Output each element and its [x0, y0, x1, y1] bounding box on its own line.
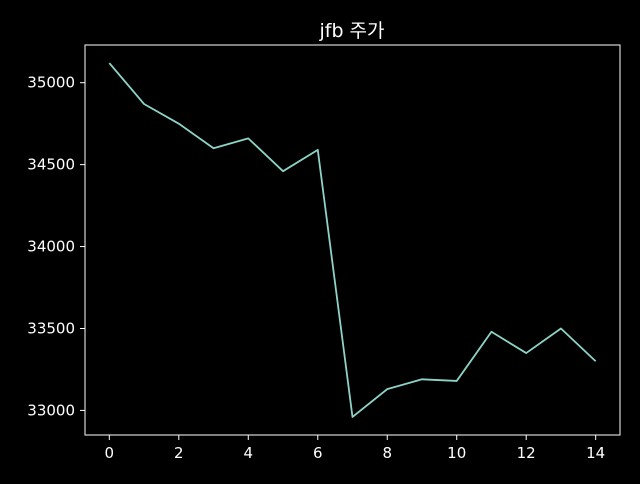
x-tick-label: 12 — [517, 444, 536, 462]
x-tick-label: 4 — [244, 444, 254, 462]
y-tick-label: 34000 — [27, 238, 75, 256]
x-tick-label: 2 — [174, 444, 184, 462]
y-tick-label: 33000 — [27, 401, 75, 419]
y-tick-label: 35000 — [27, 74, 75, 92]
x-tick-label: 6 — [313, 444, 323, 462]
axes-frame — [84, 44, 621, 436]
x-axis: 0 2 4 6 8 10 12 14 — [105, 435, 605, 462]
x-tick-label: 10 — [447, 444, 466, 462]
x-tick-label: 8 — [382, 444, 392, 462]
y-axis: 33000 33500 34000 34500 35000 — [27, 74, 85, 419]
y-tick-label: 33500 — [27, 319, 75, 337]
x-tick-label: 14 — [586, 444, 605, 462]
plot-area — [108, 62, 597, 418]
x-tick-label: 0 — [105, 444, 115, 462]
series-line — [108, 62, 597, 418]
y-tick-label: 34500 — [27, 156, 75, 174]
chart-title: jfb 주가 — [318, 20, 384, 42]
